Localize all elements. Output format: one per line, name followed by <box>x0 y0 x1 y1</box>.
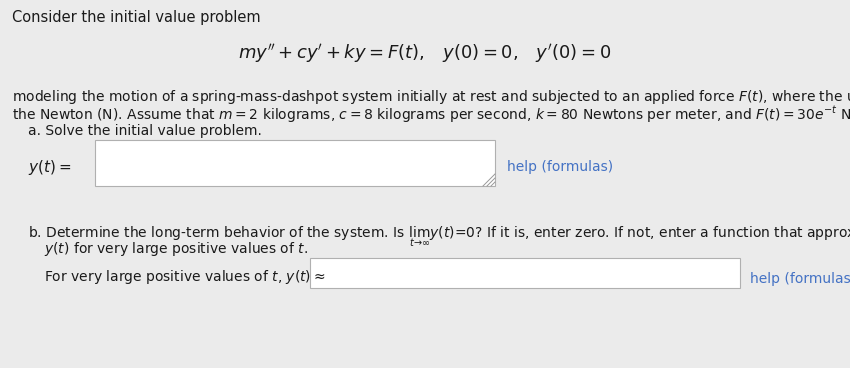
Text: $my'' + cy' + ky = F(t),\;\;\; y(0) = 0,\;\;\; y'(0) = 0$: $my'' + cy' + ky = F(t),\;\;\; y(0) = 0,… <box>239 42 611 65</box>
FancyBboxPatch shape <box>95 140 495 186</box>
Text: a. Solve the initial value problem.: a. Solve the initial value problem. <box>28 124 262 138</box>
Text: modeling the motion of a spring-mass-dashpot system initially at rest and subjec: modeling the motion of a spring-mass-das… <box>12 88 850 106</box>
Text: help (formulas): help (formulas) <box>507 160 613 174</box>
Text: the Newton (N). Assume that $m = 2$ kilograms, $c = 8$ kilograms per second, $k : the Newton (N). Assume that $m = 2$ kilo… <box>12 104 850 125</box>
Text: $y(t) =$: $y(t) =$ <box>28 158 71 177</box>
Text: For very large positive values of $t$, $y(t) \approx$: For very large positive values of $t$, $… <box>44 268 326 286</box>
Text: Consider the initial value problem: Consider the initial value problem <box>12 10 261 25</box>
Text: help (formulas): help (formulas) <box>750 272 850 286</box>
Text: $y(t)$ for very large positive values of $t$.: $y(t)$ for very large positive values of… <box>44 240 308 258</box>
Text: b. Determine the long-term behavior of the system. Is $\lim_{t \to \infty} y(t) : b. Determine the long-term behavior of t… <box>28 224 850 249</box>
FancyBboxPatch shape <box>310 258 740 288</box>
